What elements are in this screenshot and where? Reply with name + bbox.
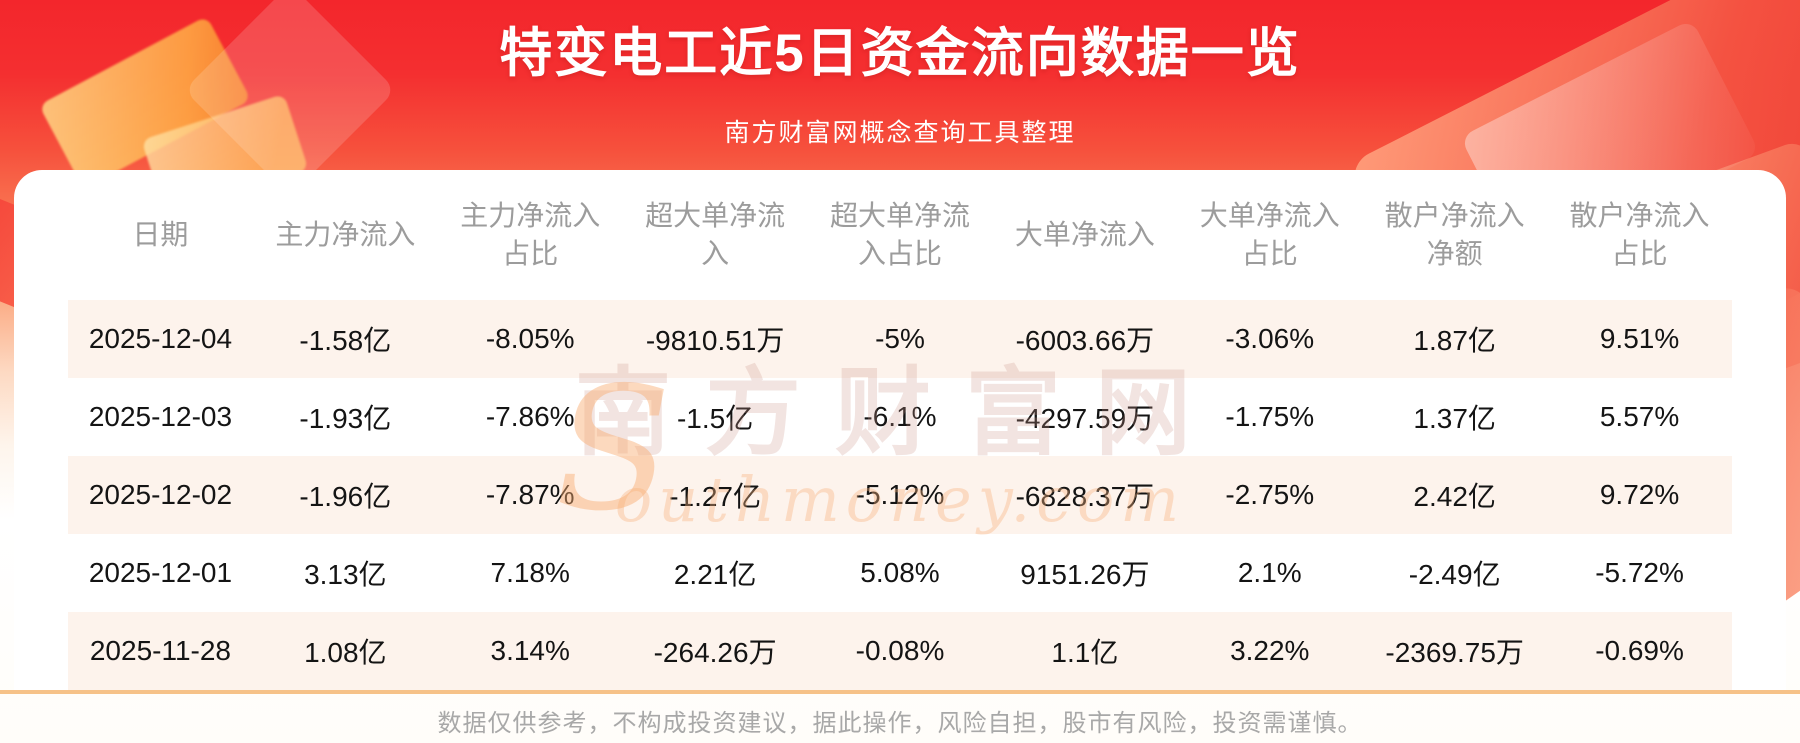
header-cell: 超大单净流入 — [623, 170, 808, 300]
table-cell: 3.14% — [490, 635, 570, 666]
table-body: 2025-12-04 -1.58亿 -8.05% -9810.51万 -5% -6003.… — [68, 300, 1732, 690]
table-cell: -7.87% — [485, 479, 575, 510]
divider-line — [0, 690, 1800, 694]
table-cell: -6828.37万 — [1015, 481, 1155, 512]
table-cell: -5.72% — [1595, 557, 1684, 588]
table-cell: -1.58亿 — [299, 325, 392, 356]
table-cell: 1.87亿 — [1413, 325, 1496, 356]
header-cell-label: 大单净流入占比 — [1199, 200, 1340, 269]
table-cell: -1.93亿 — [299, 403, 392, 434]
table-cell: 2.42亿 — [1413, 481, 1496, 512]
table-cell: 3.22% — [1230, 635, 1310, 666]
table-cell: -8.05% — [485, 323, 575, 354]
table-cell: 9.72% — [1599, 479, 1680, 510]
table-cell: 2025-12-03 — [88, 401, 233, 432]
table-cell: -3.06% — [1225, 323, 1315, 354]
table-cell: 9.51% — [1599, 323, 1680, 354]
header-cell: 大单净流入 — [992, 170, 1177, 300]
table-cell: 3.13亿 — [304, 559, 387, 590]
header-cell-label: 主力净流入 — [275, 219, 416, 251]
data-card: 日期 主力净流入 主力净流入占比 超大单净流入 超大单净流入占比 大单净流入 大单净流入占比… — [14, 170, 1786, 690]
table-cell: -2.75% — [1225, 479, 1315, 510]
header-cell: 主力净流入 — [253, 170, 438, 300]
header-cell: 主力净流入占比 — [438, 170, 623, 300]
table-cell: 5.57% — [1599, 401, 1680, 432]
header-cell-label: 散户净流入占比 — [1569, 200, 1710, 269]
table-row: 2025-12-01 3.13亿 7.18% 2.21亿 5.08% 9151.26万 2.… — [68, 534, 1732, 612]
banner: 特变电工近5日资金流向数据一览 南方财富网概念查询工具整理 — [0, 0, 1800, 149]
table-cell: -2369.75万 — [1385, 637, 1524, 668]
table-header-row: 日期 主力净流入 主力净流入占比 超大单净流入 超大单净流入占比 大单净流入 大单净流入占比… — [68, 170, 1732, 300]
table-row: 2025-12-03 -1.93亿 -7.86% -1.5亿 -6.1% -4297.59… — [68, 378, 1732, 456]
header-cell: 散户净流入占比 — [1547, 170, 1732, 300]
table-cell: 2025-12-01 — [88, 557, 233, 588]
page-subtitle: 南方财富网概念查询工具整理 — [724, 118, 1076, 147]
table-cell: -264.26万 — [653, 637, 777, 668]
table-cell: -1.5亿 — [676, 403, 754, 434]
header-cell-label: 超大单净流入 — [645, 200, 786, 269]
disclaimer-text: 数据仅供参考，不构成投资建议，据此操作，风险自担，股市有风险，投资需谨慎。 — [437, 710, 1363, 737]
table-cell: -7.86% — [485, 401, 575, 432]
table-cell: -0.08% — [855, 635, 945, 666]
page-title: 特变电工近5日资金流向数据一览 — [499, 24, 1301, 83]
table-cell: -1.27亿 — [669, 481, 762, 512]
table-cell: -0.69% — [1595, 635, 1684, 666]
header-cell: 超大单净流入占比 — [808, 170, 993, 300]
table-row: 2025-12-04 -1.58亿 -8.05% -9810.51万 -5% -6003.… — [68, 300, 1732, 378]
header-cell: 大单净流入占比 — [1177, 170, 1362, 300]
table-cell: 2.21亿 — [673, 559, 757, 590]
table-cell: 2025-12-04 — [88, 323, 233, 354]
table-cell: -9810.51万 — [645, 325, 785, 356]
header-cell-label: 大单净流入 — [1014, 219, 1155, 251]
table-cell: 5.08% — [860, 557, 940, 588]
table-cell: 1.1亿 — [1051, 637, 1119, 668]
table-cell: -5.12% — [855, 479, 945, 510]
table-cell: -6.1% — [863, 401, 937, 432]
table-cell: -1.75% — [1225, 401, 1315, 432]
header-cell: 日期 — [68, 170, 253, 300]
header-cell-label: 超大单净流入占比 — [829, 200, 970, 269]
table-row: 2025-11-28 1.08亿 3.14% -264.26万 -0.08% 1.1亿 3.… — [68, 612, 1732, 690]
fund-flow-table: 日期 主力净流入 主力净流入占比 超大单净流入 超大单净流入占比 大单净流入 大单净流入占比… — [14, 170, 1786, 690]
table-cell: -2.49亿 — [1408, 559, 1501, 590]
table-cell: 1.37亿 — [1413, 403, 1496, 434]
table-row: 2025-12-02 -1.96亿 -7.87% -1.27亿 -5.12% -6828.… — [68, 456, 1732, 534]
header-cell: 散户净流入净额 — [1362, 170, 1547, 300]
table-cell: 9151.26万 — [1020, 559, 1150, 590]
table-cell: -5% — [875, 323, 925, 354]
table-cell: 2025-12-02 — [88, 479, 233, 510]
table-cell: 1.08亿 — [304, 637, 387, 668]
table-cell: -4297.59万 — [1015, 403, 1155, 434]
table-cell: -1.96亿 — [299, 481, 392, 512]
header-cell-label: 散户净流入净额 — [1384, 200, 1525, 269]
table-cell: 2.1% — [1237, 557, 1302, 588]
header-cell-label: 日期 — [132, 219, 189, 251]
table-cell: 2025-11-28 — [89, 635, 232, 666]
header-cell-label: 主力净流入占比 — [460, 200, 601, 269]
table-cell: -6003.66万 — [1015, 325, 1155, 356]
table-cell: 7.18% — [490, 557, 570, 588]
